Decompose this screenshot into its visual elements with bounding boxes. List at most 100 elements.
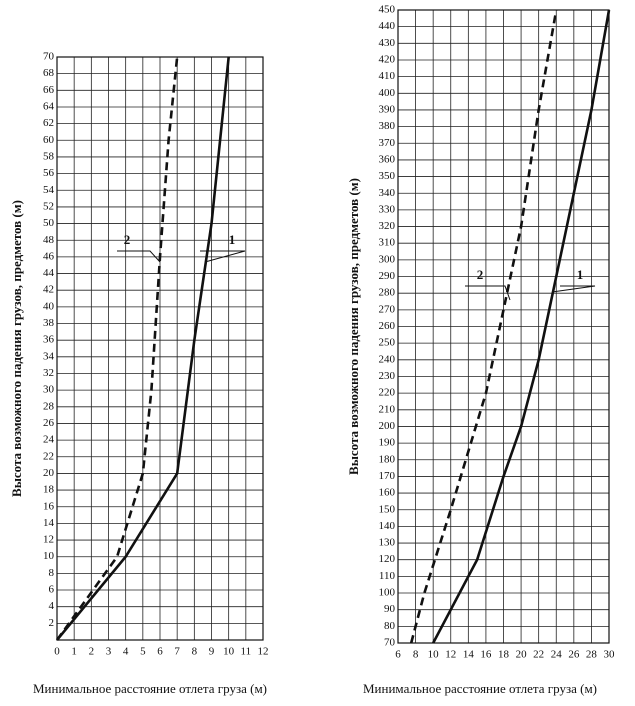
y-tick-label: 220 xyxy=(379,387,396,399)
y-tick-label: 390 xyxy=(379,103,396,115)
y-tick-label: 64 xyxy=(43,101,55,113)
y-axis-label: Высота возможного падения грузов, предме… xyxy=(346,178,361,475)
y-tick-label: 2 xyxy=(49,617,55,629)
y-tick-label: 110 xyxy=(379,570,396,582)
y-tick-label: 270 xyxy=(379,303,396,315)
y-tick-label: 330 xyxy=(379,203,396,215)
y-tick-label: 410 xyxy=(379,70,396,82)
y-tick-label: 50 xyxy=(43,217,55,229)
y-tick-label: 230 xyxy=(379,370,396,382)
y-tick-label: 6 xyxy=(49,584,55,596)
x-axis-label: Минимальное расстояние отлета груза (м) xyxy=(363,681,597,696)
y-tick-label: 180 xyxy=(379,453,396,465)
x-tick-label: 10 xyxy=(428,649,440,661)
y-tick-label: 48 xyxy=(43,234,55,246)
x-tick-label: 14 xyxy=(463,649,475,661)
y-tick-label: 22 xyxy=(43,450,54,462)
series-line xyxy=(409,9,558,644)
y-tick-label: 430 xyxy=(379,37,396,49)
y-tick-label: 14 xyxy=(43,517,55,529)
x-tick-label: 12 xyxy=(445,649,456,661)
y-tick-label: 440 xyxy=(379,20,396,32)
plot-frame xyxy=(397,9,610,644)
y-tick-label: 10 xyxy=(43,550,55,562)
y-axis-label: Высота возможного падения грузов, предме… xyxy=(9,200,24,497)
x-tick-label: 22 xyxy=(533,649,544,661)
y-tick-label: 42 xyxy=(43,284,54,296)
y-tick-label: 34 xyxy=(43,350,55,362)
y-tick-label: 70 xyxy=(43,51,55,63)
series-line xyxy=(55,56,179,641)
y-tick-label: 24 xyxy=(43,434,55,446)
y-tick-label: 44 xyxy=(43,267,55,279)
y-tick-label: 120 xyxy=(379,553,396,565)
y-tick-label: 90 xyxy=(384,603,396,615)
x-tick-label: 20 xyxy=(516,649,528,661)
y-tick-label: 56 xyxy=(43,167,55,179)
series-line xyxy=(432,9,611,644)
x-tick-label: 16 xyxy=(480,649,492,661)
y-tick-label: 36 xyxy=(43,334,55,346)
series-label: 1 xyxy=(229,232,236,247)
y-tick-label: 18 xyxy=(43,484,55,496)
y-tick-label: 68 xyxy=(43,67,55,79)
x-tick-label: 8 xyxy=(413,649,419,661)
x-tick-label: 30 xyxy=(604,649,616,661)
y-tick-label: 100 xyxy=(379,587,396,599)
y-tick-label: 280 xyxy=(379,287,396,299)
series-label: 1 xyxy=(577,267,584,282)
y-tick-label: 130 xyxy=(379,537,396,549)
x-tick-label: 1 xyxy=(71,646,77,658)
y-tick-label: 52 xyxy=(43,200,54,212)
x-tick-label: 24 xyxy=(551,649,563,661)
x-tick-label: 6 xyxy=(395,649,401,661)
y-tick-label: 260 xyxy=(379,320,396,332)
x-tick-label: 6 xyxy=(157,646,163,658)
y-tick-label: 320 xyxy=(379,220,396,232)
y-tick-label: 80 xyxy=(384,620,396,632)
y-tick-label: 46 xyxy=(43,250,55,262)
x-axis-label: Минимальное расстояние отлета груза (м) xyxy=(33,681,267,696)
y-tick-label: 350 xyxy=(379,170,396,182)
x-tick-label: 10 xyxy=(223,646,235,658)
x-tick-label: 9 xyxy=(209,646,215,658)
y-tick-label: 210 xyxy=(379,403,396,415)
y-tick-label: 70 xyxy=(384,637,396,649)
y-tick-label: 380 xyxy=(379,120,396,132)
y-tick-label: 340 xyxy=(379,187,396,199)
x-tick-label: 0 xyxy=(54,646,60,658)
x-tick-label: 28 xyxy=(586,649,598,661)
y-tick-label: 16 xyxy=(43,500,55,512)
leader-line xyxy=(465,285,511,301)
leader-line xyxy=(551,285,596,293)
y-tick-label: 58 xyxy=(43,150,55,162)
y-tick-label: 170 xyxy=(379,470,396,482)
x-tick-label: 7 xyxy=(174,646,180,658)
y-tick-label: 12 xyxy=(43,534,54,546)
x-tick-label: 8 xyxy=(192,646,198,658)
y-tick-label: 8 xyxy=(49,567,55,579)
series-label: 2 xyxy=(124,232,131,247)
leader-line xyxy=(200,250,246,263)
y-tick-label: 190 xyxy=(379,437,396,449)
x-tick-label: 5 xyxy=(140,646,146,658)
y-tick-label: 54 xyxy=(43,184,55,196)
y-tick-label: 30 xyxy=(43,384,55,396)
y-tick-label: 40 xyxy=(43,300,55,312)
y-tick-label: 420 xyxy=(379,54,396,66)
y-tick-label: 60 xyxy=(43,134,55,146)
x-tick-label: 26 xyxy=(568,649,580,661)
x-tick-label: 12 xyxy=(258,646,269,658)
series-label: 2 xyxy=(477,267,484,282)
y-tick-label: 200 xyxy=(379,420,396,432)
y-tick-label: 290 xyxy=(379,270,396,282)
y-tick-label: 32 xyxy=(43,367,54,379)
y-tick-label: 400 xyxy=(379,87,396,99)
x-tick-label: 11 xyxy=(241,646,252,658)
x-tick-label: 18 xyxy=(498,649,510,661)
y-tick-label: 38 xyxy=(43,317,55,329)
y-tick-label: 160 xyxy=(379,487,396,499)
y-tick-label: 28 xyxy=(43,400,55,412)
x-tick-label: 3 xyxy=(106,646,112,658)
